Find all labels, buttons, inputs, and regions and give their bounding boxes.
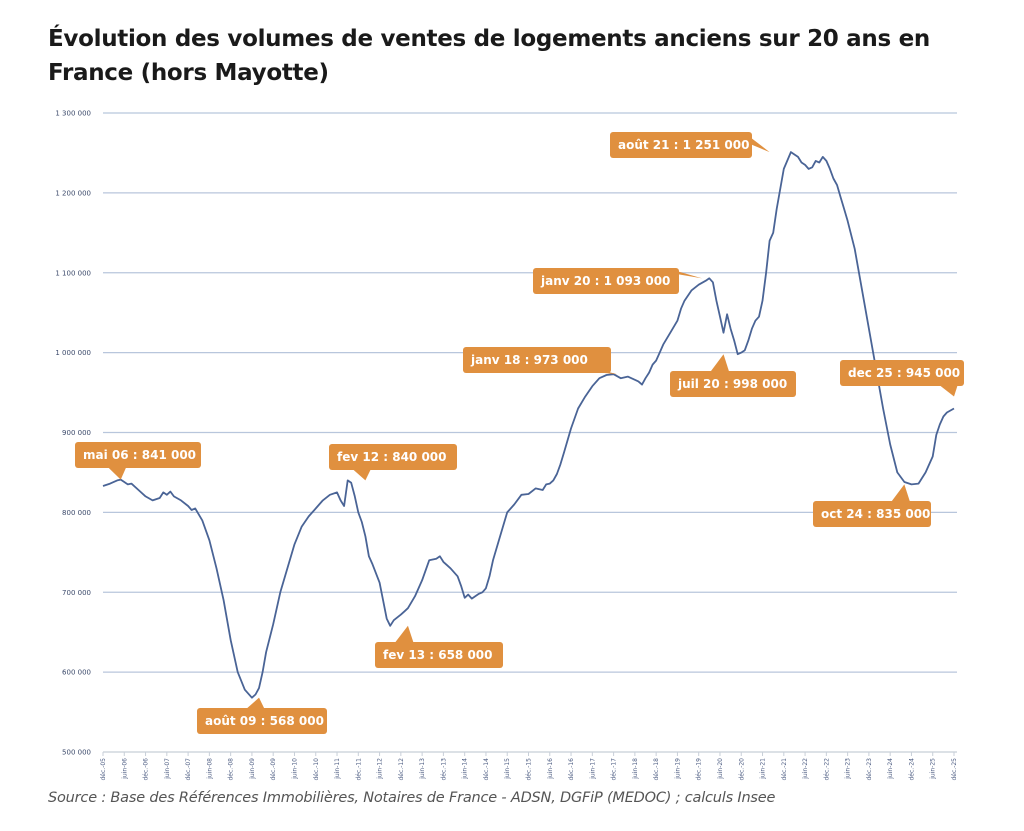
x-tick-label: déc.-17 bbox=[611, 758, 618, 781]
annotation-label: janv 20 : 1 093 000 bbox=[540, 274, 670, 288]
x-tick-label: déc.-22 bbox=[823, 758, 830, 781]
y-tick-label: 900 000 bbox=[62, 429, 91, 437]
annotation-pointer bbox=[245, 697, 266, 710]
annotation-box bbox=[197, 708, 327, 734]
x-tick-label: déc.-23 bbox=[866, 758, 873, 781]
annotation-box bbox=[670, 371, 796, 397]
annotation-box bbox=[813, 501, 931, 527]
annotation-box bbox=[840, 360, 964, 386]
annotation-callout: dec 25 : 945 000 bbox=[840, 360, 964, 397]
y-tick-label: 500 000 bbox=[62, 749, 91, 757]
annotations-layer: mai 06 : 841 000 août 09 : 568 000 fev 12 … bbox=[75, 132, 964, 734]
x-tick-label: juin-06 bbox=[121, 758, 128, 780]
y-tick-label: 600 000 bbox=[62, 669, 91, 677]
series-line bbox=[102, 151, 955, 699]
x-tick-label: déc.-13 bbox=[440, 758, 447, 781]
y-tick-label: 700 000 bbox=[62, 589, 91, 597]
y-axis-ticks: 500 000 600 000 700 000 800 000 900 000 1 000… bbox=[55, 110, 91, 757]
annotation-label: oct 24 : 835 000 bbox=[821, 507, 930, 521]
x-tick-label: déc.-05 bbox=[100, 758, 107, 781]
x-tick-label: juin-13 bbox=[419, 758, 426, 780]
x-tick-label: juin-14 bbox=[462, 758, 469, 780]
annotation-box bbox=[533, 268, 679, 294]
x-tick-label: juin-24 bbox=[887, 758, 894, 780]
x-tick-label: juin-17 bbox=[589, 758, 596, 780]
annotation-pointer bbox=[938, 384, 958, 397]
annotation-callout: janv 20 : 1 093 000 bbox=[533, 268, 703, 294]
x-tick-label: déc.-19 bbox=[696, 758, 703, 781]
x-tick-label: juin-19 bbox=[674, 758, 681, 780]
annotation-box bbox=[463, 347, 611, 373]
annotation-callout: août 21 : 1 251 000 bbox=[610, 132, 770, 158]
annotation-label: fev 13 : 658 000 bbox=[383, 648, 493, 662]
annotation-callout: fev 12 : 840 000 bbox=[329, 444, 457, 481]
annotation-label: août 21 : 1 251 000 bbox=[618, 138, 749, 152]
x-tick-label: juin-16 bbox=[547, 758, 554, 780]
annotation-callout: oct 24 : 835 000 bbox=[813, 484, 931, 527]
annotation-callout: juil 20 : 998 000 bbox=[670, 354, 796, 397]
y-tick-label: 1 300 000 bbox=[55, 110, 91, 118]
annotation-pointer bbox=[585, 371, 618, 375]
x-tick-label: déc.-09 bbox=[270, 758, 277, 781]
source-note: Source : Base des Références Immobilière… bbox=[48, 790, 776, 806]
x-tick-label: juin-15 bbox=[504, 758, 511, 780]
annotation-pointer bbox=[106, 466, 127, 480]
annotation-callout: janv 18 : 973 000 bbox=[463, 347, 618, 375]
annotation-label: dec 25 : 945 000 bbox=[848, 366, 960, 380]
x-tick-label: juin-23 bbox=[845, 758, 852, 780]
y-tick-label: 1 100 000 bbox=[55, 269, 91, 277]
x-tick-label: juin-07 bbox=[164, 758, 171, 780]
y-tick-label: 800 000 bbox=[62, 509, 91, 517]
annotation-callout: août 09 : 568 000 bbox=[197, 697, 327, 734]
annotation-box bbox=[375, 642, 503, 668]
x-tick-label: déc.-16 bbox=[568, 758, 575, 781]
x-tick-label: juin-11 bbox=[334, 758, 341, 780]
x-tick-label: déc.-08 bbox=[228, 758, 235, 781]
series-layer bbox=[102, 151, 955, 699]
x-tick-label: déc.-18 bbox=[653, 758, 660, 781]
annotation-box bbox=[329, 444, 457, 470]
x-tick-label: déc.-11 bbox=[355, 758, 362, 781]
annotation-label: août 09 : 568 000 bbox=[205, 714, 324, 728]
x-tick-label: déc.-15 bbox=[526, 758, 533, 781]
annotation-pointer bbox=[351, 468, 372, 481]
x-tick-label: juin-12 bbox=[377, 758, 384, 780]
annotation-box bbox=[610, 132, 752, 158]
x-tick-label: juin-22 bbox=[802, 758, 809, 780]
annotation-pointer bbox=[709, 354, 730, 373]
x-tick-label: juin-09 bbox=[249, 758, 256, 780]
x-tick-label: juin-20 bbox=[717, 758, 724, 780]
annotation-pointer bbox=[393, 625, 414, 644]
annotation-pointer bbox=[890, 484, 911, 503]
y-tick-label: 1 200 000 bbox=[55, 189, 91, 197]
x-axis: déc.-05 juin-06 déc.-06 juin-07 déc.-07 juin-… bbox=[100, 752, 958, 781]
x-tick-label: déc.-14 bbox=[483, 758, 490, 781]
x-tick-label: déc.-12 bbox=[398, 758, 405, 781]
annotation-label: juil 20 : 998 000 bbox=[677, 377, 787, 391]
x-tick-label: juin-18 bbox=[632, 758, 639, 780]
x-tick-label: juin-10 bbox=[291, 758, 298, 780]
x-tick-label: déc.-20 bbox=[738, 758, 745, 781]
x-tick-label: déc.-24 bbox=[908, 758, 915, 781]
annotation-callout: fev 13 : 658 000 bbox=[375, 625, 503, 668]
x-tick-label: déc.-10 bbox=[313, 758, 320, 781]
annotation-box bbox=[75, 442, 201, 468]
x-tick-label: juin-25 bbox=[930, 758, 937, 780]
y-tick-label: 1 000 000 bbox=[55, 349, 91, 357]
x-tick-label: déc.-06 bbox=[143, 758, 150, 781]
annotation-label: janv 18 : 973 000 bbox=[470, 353, 588, 367]
x-tick-label: juin-08 bbox=[206, 758, 213, 780]
gridlines bbox=[103, 112, 957, 753]
x-tick-label: déc.-21 bbox=[781, 758, 788, 781]
x-tick-label: juin-21 bbox=[760, 758, 767, 780]
annotation-label: fev 12 : 840 000 bbox=[337, 450, 447, 464]
x-tick-label: déc.-07 bbox=[185, 758, 192, 781]
x-tick-label: déc.-25 bbox=[951, 758, 958, 781]
chart-title: Évolution des volumes de ventes de logem… bbox=[48, 26, 930, 86]
annotation-callout: mai 06 : 841 000 bbox=[75, 442, 201, 480]
annotation-label: mai 06 : 841 000 bbox=[83, 448, 196, 462]
